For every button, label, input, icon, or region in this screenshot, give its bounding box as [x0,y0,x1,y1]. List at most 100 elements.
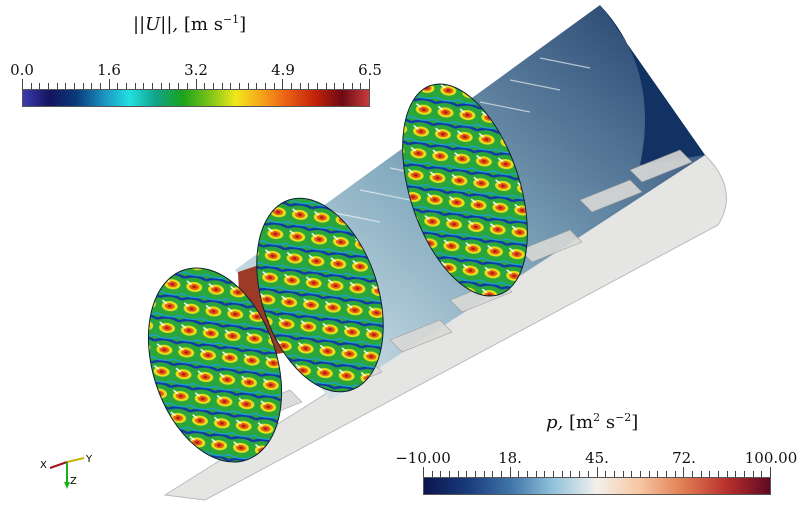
pressure-title-exponent2: −2 [615,411,632,424]
velocity-tick [212,83,214,89]
velocity-tick [221,83,223,89]
pressure-tick [440,471,442,477]
pressure-tick [683,467,685,477]
pressure-tick [587,471,589,477]
pressure-tick [553,471,555,477]
pressure-title-unit: [m [568,412,594,433]
velocity-tick [152,83,154,89]
velocity-tick [126,83,128,89]
velocity-tick [74,83,76,89]
velocity-tick [282,79,284,89]
velocity-tick [204,83,206,89]
pressure-tick [483,471,485,477]
pressure-tick [570,471,572,477]
pressure-tick [761,471,763,477]
velocity-tick-label: 1.6 [97,61,121,79]
pressure-tick [423,467,424,477]
pressure-tick [449,471,451,477]
velocity-tick [143,83,145,89]
pressure-tick [492,471,494,477]
pressure-tick [648,471,650,477]
velocity-tick [22,79,23,89]
pressure-tick [770,467,771,477]
pressure-tick [665,471,667,477]
pressure-tick [561,471,563,477]
pressure-colorbar-title: p, [m2 s−2] [546,411,638,433]
velocity-tick [39,83,41,89]
pressure-title-symbol: p, [546,412,564,433]
velocity-tick [117,83,119,89]
velocity-tick [134,83,136,89]
velocity-title-close: ] [239,14,247,35]
pressure-tick [657,471,659,477]
pressure-tick [579,471,581,477]
pressure-tick-marks [423,467,771,477]
pressure-tick [735,471,737,477]
velocity-tick [82,83,84,89]
velocity-tick [351,83,353,89]
pressure-tick [726,471,728,477]
velocity-tick [230,83,232,89]
velocity-tick [91,83,93,89]
velocity-tick [65,83,67,89]
velocity-title-symbol: ||U||, [133,14,179,35]
pressure-tick [457,471,459,477]
velocity-tick-label: 6.5 [358,61,382,79]
pressure-tick [622,471,624,477]
pressure-title-s: s [605,412,616,433]
velocity-tick [160,83,162,89]
pressure-tick-label: 72. [672,449,696,467]
velocity-tick [169,83,171,89]
velocity-tick [299,83,301,89]
pressure-tick [431,471,433,477]
pressure-tick [475,471,477,477]
velocity-tick-label: 3.2 [184,61,208,79]
pressure-tick [544,471,546,477]
pressure-tick [605,471,607,477]
velocity-tick [308,83,310,89]
pressure-tick [674,471,676,477]
pressure-tick [509,467,511,477]
pressure-tick [700,471,702,477]
axis-y-label: Y [85,454,93,465]
pressure-title-close: ] [631,412,639,433]
velocity-tick [247,83,249,89]
pressure-tick [527,471,529,477]
velocity-tick [186,83,188,89]
velocity-colorbar-title: ||U||, [m s−1] [133,13,246,35]
pressure-tick-label: 45. [585,449,609,467]
pressure-tick [717,471,719,477]
velocity-tick [238,83,240,89]
pressure-tick [709,471,711,477]
velocity-tick [195,79,197,89]
velocity-tick [56,83,58,89]
pressure-tick [501,471,503,477]
pressure-tick [639,471,641,477]
velocity-tick [100,83,102,89]
axes-triad: X Y Z [40,454,93,489]
pressure-tick [535,471,537,477]
velocity-title-exponent: −1 [222,13,240,26]
pressure-tick-label: 18. [498,449,522,467]
pressure-tick-label: 100.00 [744,449,798,467]
pressure-tick [596,467,598,477]
pressure-colorbar [423,477,771,495]
pressure-tick [518,471,520,477]
pressure-tick [631,471,633,477]
pressure-tick [691,471,693,477]
pressure-title-exponent1: 2 [593,411,601,424]
velocity-tick [316,83,318,89]
velocity-tick [342,83,344,89]
velocity-tick [334,83,336,89]
velocity-tick [360,83,362,89]
velocity-tick [30,83,32,89]
velocity-tick [256,83,258,89]
axis-x-label: X [40,460,47,471]
axis-z-label: Z [70,476,77,487]
velocity-tick [325,83,327,89]
velocity-tick-label: 0.0 [10,61,34,79]
velocity-tick [290,83,292,89]
velocity-tick [108,79,110,89]
velocity-tick [264,83,266,89]
